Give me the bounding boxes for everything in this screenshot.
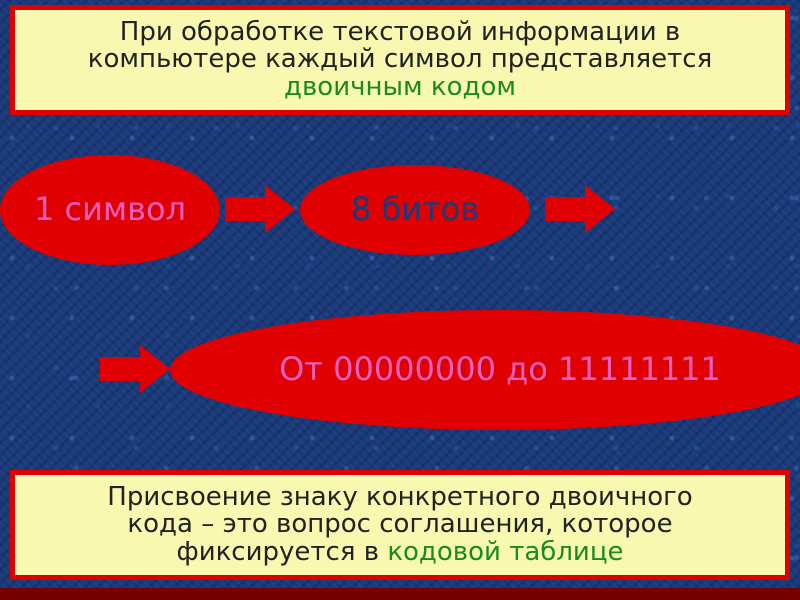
- arrow-1-icon: [225, 185, 295, 233]
- bottom-box-line1: Присвоение знаку конкретного двоичного: [107, 484, 692, 511]
- top-box-line2: компьютере каждый символ представляется: [88, 46, 713, 73]
- bottom-box-line3: фиксируется в кодовой таблице: [176, 539, 623, 566]
- ellipse-8-bits-label: 8 битов: [351, 193, 479, 227]
- arrow-3-icon: [100, 345, 170, 393]
- bottom-box-line2: кода – это вопрос соглашения, которое: [127, 511, 672, 538]
- top-info-box: При обработке текстовой информации в ком…: [10, 5, 790, 115]
- bottom-info-box: Присвоение знаку конкретного двоичного к…: [10, 470, 790, 580]
- top-box-accent-line: двоичным кодом: [284, 74, 516, 101]
- ellipse-range-label: От 00000000 до 11111111: [279, 353, 721, 387]
- arrow-2-icon: [545, 185, 615, 233]
- bottom-box-line3-pre: фиксируется в: [176, 537, 387, 567]
- ellipse-1-symbol-label: 1 символ: [34, 193, 186, 227]
- ellipse-1-symbol: 1 символ: [0, 155, 220, 265]
- top-box-line1: При обработке текстовой информации в: [120, 19, 680, 46]
- bottom-strip: [0, 588, 800, 600]
- ellipse-8-bits: 8 битов: [300, 165, 530, 255]
- bottom-box-accent: кодовой таблице: [387, 537, 623, 567]
- ellipse-range: От 00000000 до 11111111: [170, 310, 800, 430]
